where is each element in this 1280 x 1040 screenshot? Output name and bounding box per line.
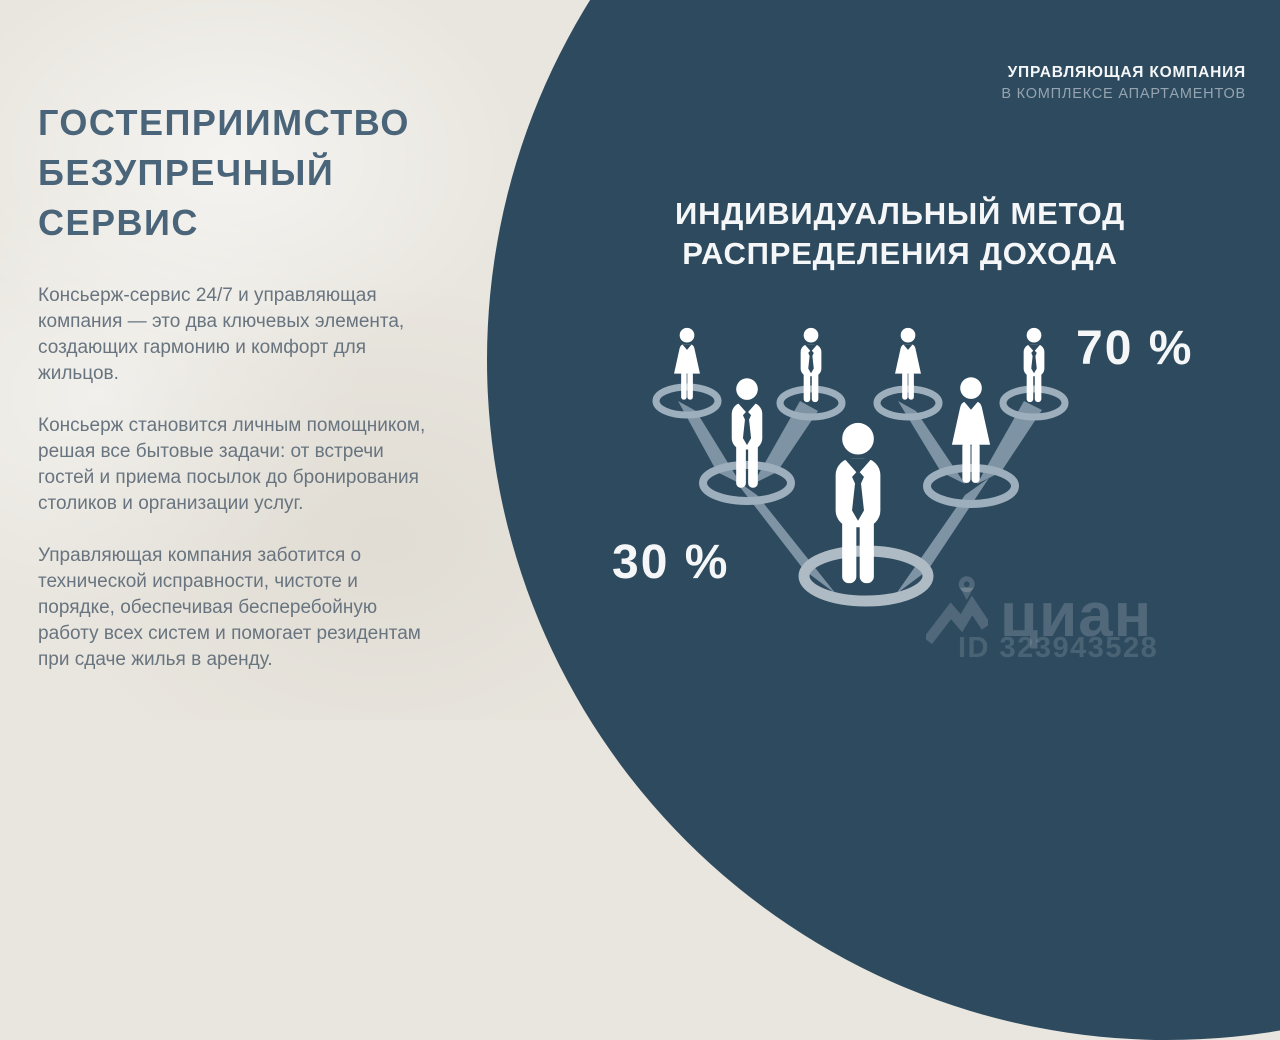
paragraph-concierge-service: Консьерж-сервис 24/7 и управляющая компа… bbox=[38, 285, 405, 384]
title-line-3: СЕРВИС bbox=[38, 202, 199, 243]
node-ring-top-2 bbox=[776, 385, 846, 421]
person-icon-man-center-large bbox=[835, 422, 881, 584]
paragraph-management-company: Управляющая компания заботится о техниче… bbox=[38, 545, 421, 670]
header-company-block: УПРАВЛЯЮЩАЯ КОМПАНИЯ В КОМПЛЕКСЕ АПАРТАМ… bbox=[1001, 62, 1246, 104]
share-label-70-percent: 70 % bbox=[1076, 322, 1193, 375]
node-ring-top-3 bbox=[873, 385, 943, 421]
person-icon-man-mid-left bbox=[731, 378, 763, 488]
header-line-management-company: УПРАВЛЯЮЩАЯ КОМПАНИЯ bbox=[1007, 64, 1246, 81]
paragraph-personal-assistant: Консьерж становится личным помощником, р… bbox=[38, 415, 426, 514]
page-title: ГОСТЕПРИИМСТВО БЕЗУПРЕЧНЫЙ СЕРВИС bbox=[38, 98, 438, 248]
infographic-title-line-1: ИНДИВИДУАЛЬНЫЙ МЕТОД bbox=[675, 196, 1125, 231]
node-ring-top-4 bbox=[999, 385, 1069, 421]
cian-pin-mountain-icon bbox=[926, 576, 988, 645]
connector-midright-to-top3 bbox=[898, 401, 965, 484]
left-text-panel: ГОСТЕПРИИМСТВО БЕЗУПРЕЧНЫЙ СЕРВИС Консье… bbox=[38, 98, 438, 699]
header-line-apartment-complex: В КОМПЛЕКСЕ АПАРТАМЕНТОВ bbox=[1001, 86, 1246, 102]
node-ring-mid-left bbox=[699, 461, 795, 505]
org-chart-svg: 70 % 30 % bbox=[612, 322, 1193, 607]
node-ring-mid-right bbox=[923, 464, 1019, 508]
person-figures-group bbox=[674, 327, 1045, 584]
cian-logo-text: циан bbox=[1000, 581, 1153, 650]
connector-midleft-to-top2 bbox=[753, 401, 818, 484]
title-line-2: БЕЗУПРЕЧНЫЙ bbox=[38, 152, 335, 193]
title-line-1: ГОСТЕПРИИМСТВО bbox=[38, 102, 410, 143]
cian-id-text: ID 323943528 bbox=[958, 632, 1159, 664]
infographic-title-line-2: РАСПРЕДЕЛЕНИЯ ДОХОДА bbox=[682, 236, 1118, 271]
node-ring-top-1 bbox=[652, 383, 722, 419]
share-label-30-percent: 30 % bbox=[612, 536, 729, 589]
infographic-title: ИНДИВИДУАЛЬНЫЙ МЕТОД РАСПРЕДЕЛЕНИЯ ДОХОД… bbox=[640, 194, 1160, 274]
connector-midright-to-top4 bbox=[977, 401, 1042, 484]
cian-watermark: циан bbox=[926, 572, 1153, 650]
body-paragraphs: Консьерж-сервис 24/7 и управляющая компа… bbox=[38, 283, 438, 673]
node-rings-group bbox=[652, 383, 1069, 607]
